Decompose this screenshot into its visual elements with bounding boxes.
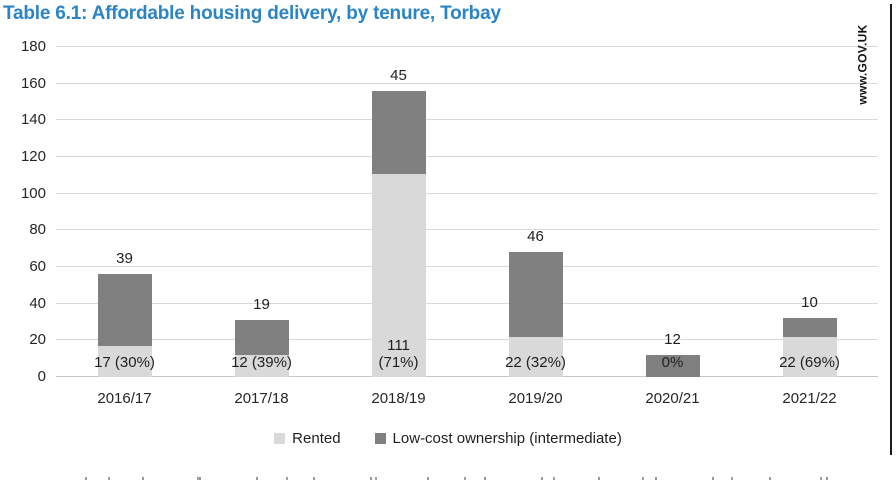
bar-2020-21-top-label: 12 <box>664 331 681 348</box>
bar-2019-20-top-label: 46 <box>527 228 544 246</box>
grid-line-180 <box>56 46 878 47</box>
y-tick-label-160: 160 <box>20 74 46 92</box>
x-category-label-2020-21: 2020/21 <box>645 390 700 407</box>
bar-2020-21-low-cost-segment <box>645 355 700 377</box>
grid-line-100 <box>56 192 878 194</box>
plot-area: 0 20 40 60 80 100 120 140 160 180 39 17 (30%) 19 12 … <box>21 38 878 407</box>
legend-item: Rented <box>274 429 341 447</box>
grid-line-0 <box>56 376 878 377</box>
grid-line-160 <box>56 82 878 84</box>
bar-2019-20-rented-label: 22 (32%) <box>505 354 566 372</box>
grid-line-140 <box>56 119 878 121</box>
x-category-label-2016-17: 2016/17 <box>97 390 152 407</box>
legend-item: Low-cost ownership (intermediate) <box>374 429 622 447</box>
bar-2021-22-rented-segment <box>782 336 837 377</box>
grid-line-20 <box>56 339 878 341</box>
y-tick-label-0: 0 <box>37 368 46 385</box>
legend-label: Rented <box>292 429 341 447</box>
grid-line-120 <box>56 156 878 157</box>
x-category-label-2017-18: 2017/18 <box>234 390 289 407</box>
grid-line-40 <box>56 302 878 304</box>
bar-2021-22-low-cost-segment <box>782 318 837 337</box>
bar-2019-20-low-cost-segment <box>508 252 563 337</box>
chart-legend: Rented Low-cost ownership (intermediate) <box>0 428 896 448</box>
bar-2016-17-rented-segment <box>97 345 152 377</box>
grid-line-80 <box>56 229 878 231</box>
grid-line-60 <box>56 266 878 267</box>
bar-2018-19-rented-label: 111 (71%) <box>378 337 419 372</box>
y-tick-label-20: 20 <box>29 331 46 349</box>
y-tick-label-120: 120 <box>20 148 46 165</box>
x-category-label-2019-20: 2019/20 <box>508 390 563 407</box>
y-tick-label-40: 40 <box>29 294 46 312</box>
bar-2017-18-rented-segment <box>234 355 289 377</box>
bar-2017-18-low-cost-segment <box>234 320 289 355</box>
bar-2016-17-low-cost-segment <box>97 274 152 346</box>
bar-2021-22-top-label: 10 <box>801 294 818 312</box>
x-category-label-2018-19: 2018/19 <box>371 390 426 407</box>
bar-2016-17-rented-label: 17 (30%) <box>94 354 155 372</box>
bar-2019-20-rented-segment <box>508 336 563 377</box>
y-tick-label-60: 60 <box>29 258 46 275</box>
govuk-watermark: www.GOV.UK <box>855 24 870 105</box>
y-tick-label-140: 140 <box>20 111 46 129</box>
bar-2016-17-top-label: 39 <box>116 250 133 268</box>
bar-2018-19-top-label: 45 <box>390 67 407 84</box>
y-tick-label-180: 180 <box>20 38 46 55</box>
legend-label: Low-cost ownership (intermediate) <box>392 429 622 447</box>
bar-2020-21-rented-label: 0% <box>661 354 684 372</box>
x-category-label-2021-22: 2021/22 <box>782 390 837 407</box>
bar-2018-19-rented-segment <box>371 173 426 377</box>
bar-2021-22-rented-label: 22 (69%) <box>779 354 840 372</box>
bar-2017-18-rented-label: 12 (39%) <box>231 354 292 372</box>
bar-2018-19-low-cost-segment <box>371 91 426 174</box>
bar-2017-18-top-label: 19 <box>253 296 270 314</box>
legend-swatch-icon <box>374 432 386 444</box>
y-tick-label-100: 100 <box>20 184 46 202</box>
clipped-text-fragments <box>85 477 875 480</box>
legend-swatch-icon <box>274 432 286 444</box>
chart-title: Table 6.1: Affordable housing delivery, … <box>3 3 501 24</box>
y-tick-label-80: 80 <box>29 221 46 239</box>
page-border-line <box>890 4 892 455</box>
